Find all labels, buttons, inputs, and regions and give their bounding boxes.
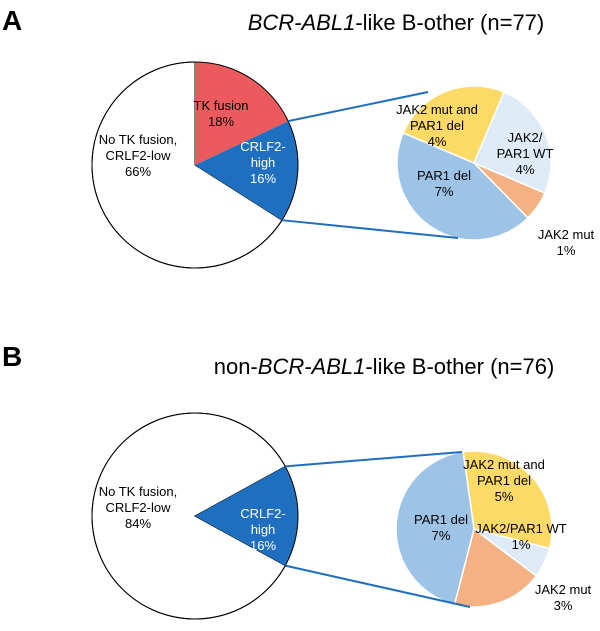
panel-b-title: non-BCR-ABL1-like B-other (n=76) [214,354,555,379]
panel-a-labels: TK fusion 18%CRLF2-high 16%No TK fusion, CR… [99,98,595,258]
label-no-tk-fusion-crlf2-low: No TK fusion, CRLF2-low 66% [99,132,178,179]
label-jak2-mut-and-par1-del: JAK2 mut and PAR1 del 4% [396,102,478,149]
panel-b-connectors [285,451,471,608]
slice-label-line: No TK fusion, [99,484,178,499]
main-pie-outline [91,412,299,620]
slice-label-line: CRLF2-low [105,148,171,163]
slice-label-line: high [251,155,276,170]
slice-crlf2-high [195,121,299,221]
label-tk-fusion: TK fusion 18% [194,98,249,129]
label-par1-del: PAR1 del 7% [414,512,468,543]
slice-percent: 84% [125,516,151,531]
slice-label-line: PAR1 del [414,512,468,527]
slice-label-line: PAR1 del [410,118,464,133]
slice-percent: 5% [495,489,514,504]
panel-a: A BCR-ABL1-like B-other (n=77) TK fusion… [2,5,595,269]
slice-percent: 4% [516,162,535,177]
slice-label-line: No TK fusion, [99,132,178,147]
slice-percent: 3% [554,598,573,613]
slice-percent: 1% [557,243,576,258]
panel-letter-b: B [2,341,22,372]
slice-percent: 4% [428,134,447,149]
title-part: -like B-other (n=76) [365,354,554,379]
title-part: -like B-other (n=77) [355,10,544,35]
panel-b-main-pie [91,412,299,620]
slice-label-line: CRLF2-low [105,500,171,515]
panel-a-title: BCR-ABL1-like B-other (n=77) [248,10,545,35]
slice-crlf2-high [195,466,299,566]
sub-slice-par1-del [395,450,475,606]
sub-slice-par1-del [396,131,530,241]
slice-label-line: PAR1 del [417,168,471,183]
slice-label-line: JAK2/PAR1 WT [475,521,567,536]
title-part: BCR-ABL1 [248,10,356,35]
panel-b: B non-BCR-ABL1-like B-other (n=76) CRLF2… [2,341,592,620]
connector-line-bottom [285,564,471,608]
label-par1-del: PAR1 del 7% [417,168,471,199]
label-jak2-mut: JAK2 mut 3% [535,582,592,613]
connector-line-top [287,91,429,123]
panel-a-main-pie [91,61,299,269]
sub-slice-jak2-mut-and-par1-del [462,450,553,550]
label-jak2-par1-wt: JAK2/PAR1 WT 1% [475,521,567,552]
connector-line-bottom [281,219,459,239]
slice-label-line: PAR1 del [477,473,531,488]
slice-percent: 7% [432,528,451,543]
slice-tk-fusion [195,62,289,165]
slice-percent: 16% [250,171,276,186]
title-part: BCR-ABL1 [258,354,366,379]
slice-percent: 66% [125,164,151,179]
panel-b-sub-pie [395,450,553,608]
main-pie-outline [91,61,299,269]
slice-label-line: JAK2/ [508,130,543,145]
panel-a-connectors [281,91,459,239]
slice-label-line: CRLF2- [240,506,286,521]
slice-label-line: CRLF2- [240,139,286,154]
label-jak2-par1-wt: JAK2/PAR1 WT 4% [497,130,554,177]
slice-percent: 7% [435,184,454,199]
slice-label-line: PAR1 WT [497,146,554,161]
panel-b-labels: CRLF2-high 16% No TK fusion, CRLF2-low 84% JA… [99,457,592,613]
slice-label-line: JAK2 mut [535,582,592,597]
sub-slice-jak2-par1-wt [473,91,552,195]
panel-letter-a: A [2,5,22,36]
slice-label-line: JAK2 mut [538,227,595,242]
label-jak2-mut-and-par1-del: JAK2 mut and PAR1 del 5% [463,457,545,504]
label-jak2-mut: JAK2 mut 1% [538,227,595,258]
label-crlf2-high: CRLF2-high 16% [240,506,286,553]
slice-label-line: JAK2 mut and [396,102,478,117]
slice-percent: 1% [512,537,531,552]
title-part: non- [214,354,258,379]
sub-slice-jak2-mut-and-par1-del [402,85,506,164]
slice-label-line: high [251,522,276,537]
slice-label-line: JAK2 mut and [463,457,545,472]
panel-a-sub-pie [396,85,552,241]
slice-percent: 16% [250,538,276,553]
label-no-tk-fusion-crlf2-low: No TK fusion, CRLF2-low 84% [99,484,178,531]
connector-line-top [285,451,463,468]
slice-label-line: TK fusion [194,98,249,113]
slice-percent: 18% [208,114,234,129]
label-crlf2-high: CRLF2-high 16% [240,139,286,186]
